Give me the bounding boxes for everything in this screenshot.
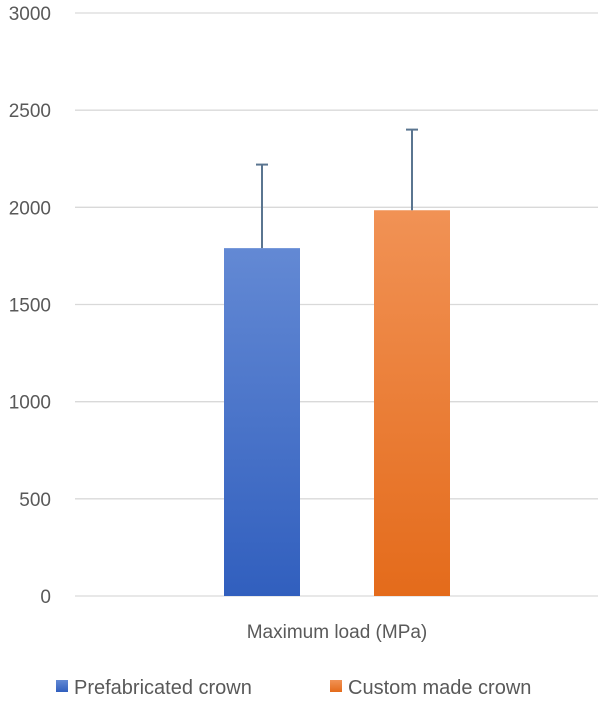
legend-item-custom-made-crown: Custom made crown [330,677,531,699]
bars [224,210,450,597]
legend-swatch-custom-made-crown [330,680,342,692]
x-axis-category-labels: Maximum load (MPa) [247,622,428,643]
bar-custom-made-crown [374,210,450,596]
category-label: Maximum load (MPa) [247,622,428,643]
legend-label-prefabricated-crown: Prefabricated crown [74,677,252,699]
y-tick-label-2500: 2500 [9,101,51,122]
y-tick-label-500: 500 [19,490,51,511]
bar-prefabricated-crown [224,248,300,597]
legend-swatch-prefabricated-crown [56,680,68,692]
error-bar-custom-made-crown [406,128,418,211]
legend-label-custom-made-crown: Custom made crown [348,677,531,699]
gridlines [75,12,598,597]
y-tick-label-2000: 2000 [9,198,51,219]
y-tick-label-1000: 1000 [9,393,51,414]
y-axis-ticks: 0 500 1000 1500 2000 2500 3000 [9,4,51,608]
legend: Prefabricated crown Custom made crown [56,677,531,699]
error-bars [256,128,418,249]
error-bar-prefabricated-crown [256,163,268,249]
y-tick-label-0: 0 [40,587,51,608]
y-tick-label-1500: 1500 [9,296,51,317]
legend-item-prefabricated-crown: Prefabricated crown [56,677,252,699]
y-tick-label-3000: 3000 [9,4,51,25]
